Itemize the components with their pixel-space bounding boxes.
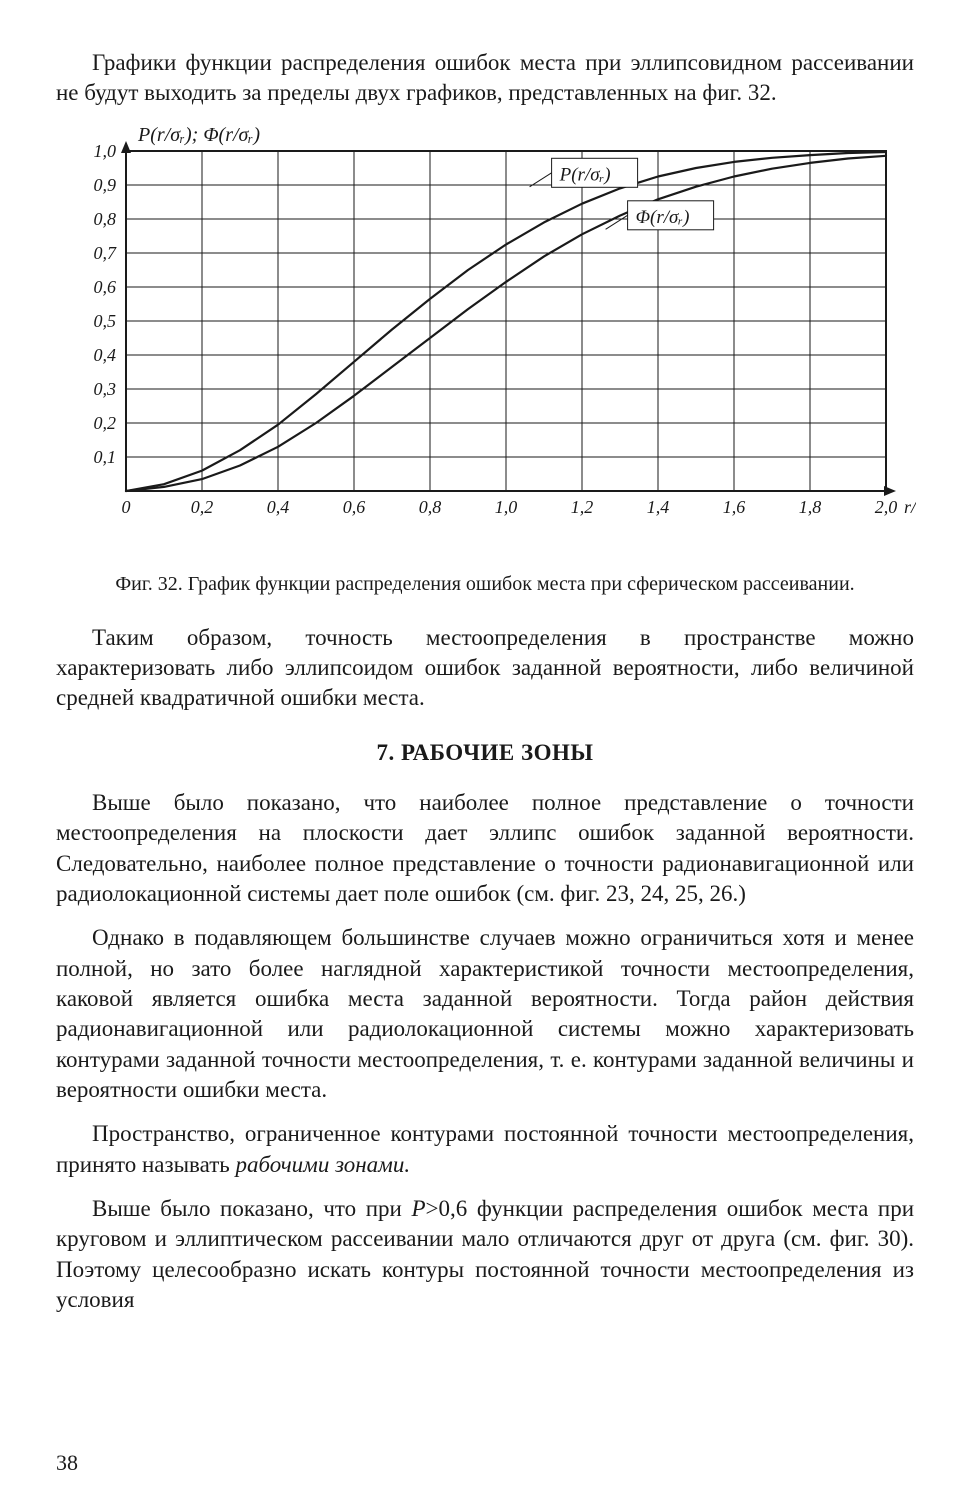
- svg-text:0,3: 0,3: [94, 379, 117, 399]
- svg-text:0,1: 0,1: [94, 447, 117, 467]
- svg-text:r/σᵣ: r/σᵣ: [904, 497, 916, 517]
- paragraph-5a: Пространство, ограниченное контурами пос…: [56, 1121, 914, 1176]
- svg-text:0,8: 0,8: [94, 209, 117, 229]
- svg-text:0,2: 0,2: [191, 497, 214, 517]
- svg-text:0: 0: [122, 497, 131, 517]
- svg-text:0,2: 0,2: [94, 413, 117, 433]
- svg-text:1,0: 1,0: [495, 497, 518, 517]
- figure-32: 0 0,2 0,4 0,6 0,8 1,0 1,2 1,4 1,6 1,8 2,0 0,1 0,2 0,3…: [56, 123, 916, 553]
- svg-text:0,9: 0,9: [94, 175, 117, 195]
- svg-text:0,5: 0,5: [94, 311, 117, 331]
- svg-text:1,6: 1,6: [723, 497, 746, 517]
- paragraph-5b: рабочими зонами.: [236, 1152, 411, 1177]
- svg-text:1,4: 1,4: [647, 497, 670, 517]
- section-title: 7. РАБОЧИЕ ЗОНЫ: [56, 740, 914, 766]
- svg-text:1,0: 1,0: [94, 141, 117, 161]
- paragraph-3: Выше было показано, что наиболее полное …: [56, 788, 914, 909]
- paragraph-1: Графики функции распределения ошибок мес…: [56, 48, 914, 109]
- paragraph-2: Таким образом, точность местоопределения…: [56, 623, 914, 714]
- svg-text:2,0: 2,0: [875, 497, 898, 517]
- paragraph-6b: P: [411, 1196, 425, 1221]
- svg-text:0,6: 0,6: [343, 497, 366, 517]
- page: Графики функции распределения ошибок мес…: [0, 0, 970, 1500]
- paragraph-4-text: Однако в подавляющем большинстве случаев…: [56, 925, 914, 1102]
- svg-text:Φ(r/σᵣ): Φ(r/σᵣ): [636, 207, 690, 228]
- paragraph-6a: Выше было показано, что при: [92, 1196, 411, 1221]
- svg-text:0,4: 0,4: [94, 345, 117, 365]
- paragraph-3-text: Выше было показано, что наиболее полное …: [56, 790, 914, 906]
- svg-text:0,6: 0,6: [94, 277, 117, 297]
- chart-svg: 0 0,2 0,4 0,6 0,8 1,0 1,2 1,4 1,6 1,8 2,0 0,1 0,2 0,3…: [56, 123, 916, 553]
- paragraph-1-text: Графики функции распределения ошибок мес…: [56, 50, 914, 105]
- svg-text:0,7: 0,7: [94, 243, 118, 263]
- paragraph-2-text: Таким образом, точность местоопределения…: [56, 625, 914, 711]
- paragraph-6: Выше было показано, что при P>0,6 функци…: [56, 1194, 914, 1315]
- svg-text:0,8: 0,8: [419, 497, 442, 517]
- svg-text:0,4: 0,4: [267, 497, 290, 517]
- svg-text:P(r/σᵣ): P(r/σᵣ): [559, 164, 611, 185]
- paragraph-4: Однако в подавляющем большинстве случаев…: [56, 923, 914, 1105]
- svg-text:1,8: 1,8: [799, 497, 822, 517]
- svg-text:P(r/σᵣ); Φ(r/σᵣ): P(r/σᵣ); Φ(r/σᵣ): [137, 124, 260, 146]
- page-number: 38: [56, 1450, 78, 1476]
- paragraph-5: Пространство, ограниченное контурами пос…: [56, 1119, 914, 1180]
- svg-text:1,2: 1,2: [571, 497, 594, 517]
- figure-caption: Фиг. 32. График функции распределения ош…: [56, 571, 914, 597]
